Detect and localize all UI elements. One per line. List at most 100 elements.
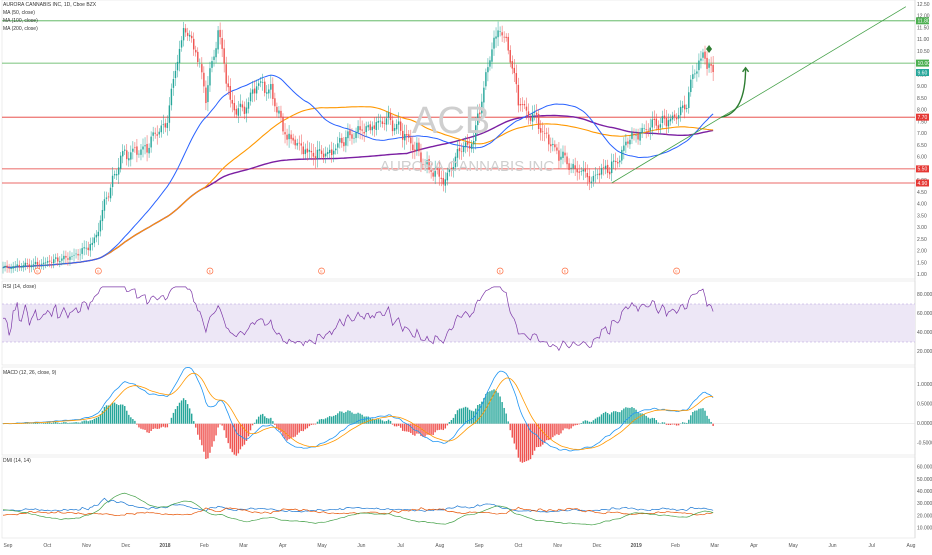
candle-body	[463, 147, 464, 152]
candle-body	[92, 243, 93, 245]
candle-body	[185, 28, 186, 32]
macd-hist-bar	[353, 414, 354, 424]
macd-hist-bar	[518, 424, 519, 458]
candle-body	[152, 132, 153, 135]
candle-body	[189, 35, 190, 37]
candle-body	[639, 132, 640, 140]
legend-ma200: MA (200, close)	[3, 26, 38, 32]
candle-body	[69, 257, 70, 260]
candle-body	[337, 143, 338, 147]
candle-body	[122, 151, 123, 156]
macd-hist-bar	[349, 411, 350, 424]
candle-body	[296, 143, 297, 146]
candle-body	[534, 112, 535, 113]
candle-body	[124, 150, 125, 151]
dmi-tick-label: 30.0000	[917, 501, 932, 507]
macd-hist-bar	[390, 421, 391, 424]
candle-body	[489, 60, 490, 66]
macd-hist-bar	[156, 424, 157, 429]
candle-body	[53, 259, 54, 263]
macd-hist-bar	[71, 423, 72, 424]
macd-hist-bar	[430, 424, 431, 435]
candle-body	[146, 144, 147, 153]
candle-body	[522, 104, 523, 105]
candle-body	[643, 128, 644, 129]
macd-hist-bar	[69, 423, 70, 424]
price-tick-label: 11.00	[917, 37, 929, 43]
macd-hist-bar	[574, 424, 575, 426]
macd-hist-bar	[337, 413, 338, 423]
price-tick-label: 2.00	[917, 249, 927, 255]
rsi-tick-label: 40.0000	[917, 330, 932, 336]
candle-body	[599, 173, 600, 175]
candle-body	[510, 50, 511, 62]
candle-body	[232, 100, 233, 104]
macd-hist-bar	[700, 409, 701, 424]
candle-body	[530, 118, 531, 121]
macd-tick-label: -0.5000	[917, 441, 932, 447]
macd-hist-bar	[333, 416, 334, 424]
price-tick-label: 1.50	[917, 260, 927, 266]
macd-hist-bar	[280, 424, 281, 432]
candle-body	[353, 138, 354, 139]
candle-body	[587, 173, 588, 177]
candle-body	[163, 124, 164, 125]
macd-hist-bar	[272, 421, 273, 424]
candle-body	[404, 134, 405, 140]
candle-body	[88, 248, 89, 250]
macd-hist-bar	[311, 424, 312, 425]
candle-body	[85, 248, 86, 249]
candle-body	[694, 74, 695, 75]
candle-body	[633, 134, 634, 135]
candle-body	[558, 150, 559, 160]
macd-hist-bar	[365, 416, 366, 423]
candle-body	[254, 89, 255, 94]
macd-hist-bar	[63, 422, 64, 424]
macd-hist-bar	[203, 424, 204, 452]
macd-hist-bar	[303, 424, 304, 431]
macd-hist-bar	[230, 424, 231, 449]
macd-hist-bar	[100, 414, 101, 424]
candle-body	[595, 175, 596, 176]
macd-hist-bar	[479, 404, 480, 424]
candle-body	[613, 161, 614, 162]
macd-hist-bar	[384, 421, 385, 423]
candle-body	[321, 151, 322, 154]
macd-hist-bar	[154, 424, 155, 429]
macd-hist-bar	[576, 424, 577, 425]
candle-body	[546, 133, 547, 134]
macd-hist-bar	[55, 422, 56, 424]
candle-body	[67, 258, 68, 259]
candle-body	[173, 79, 174, 88]
macd-hist-bar	[179, 403, 180, 424]
candle-body	[465, 142, 466, 147]
candle-body	[191, 36, 192, 38]
macd-hist-bar	[284, 424, 285, 439]
candle-body	[102, 210, 103, 221]
candle-body	[183, 28, 184, 40]
macd-hist-bar	[232, 424, 233, 452]
macd-hist-bar	[134, 421, 135, 424]
macd-hist-bar	[161, 424, 162, 428]
macd-hist-bar	[124, 406, 125, 424]
candle-body	[625, 142, 626, 146]
candle-body	[524, 104, 525, 105]
candle-body	[327, 152, 328, 154]
macd-hist-bar	[469, 410, 470, 424]
macd-hist-bar	[572, 424, 573, 427]
candle-body	[672, 116, 673, 120]
candle-body	[39, 264, 40, 265]
macd-hist-bar	[112, 403, 113, 424]
candle-body	[215, 48, 216, 57]
candle-body	[65, 256, 66, 258]
candle-body	[704, 52, 705, 59]
macd-hist-bar	[432, 424, 433, 435]
macd-hist-bar	[566, 424, 567, 429]
macd-hist-bar	[79, 423, 80, 424]
candle-body	[309, 150, 310, 152]
macd-hist-bar	[171, 418, 172, 424]
macd-hist-bar	[51, 423, 52, 424]
macd-hist-bar	[136, 424, 137, 425]
macd-hist-bar	[599, 417, 600, 424]
macd-hist-bar	[647, 418, 648, 424]
